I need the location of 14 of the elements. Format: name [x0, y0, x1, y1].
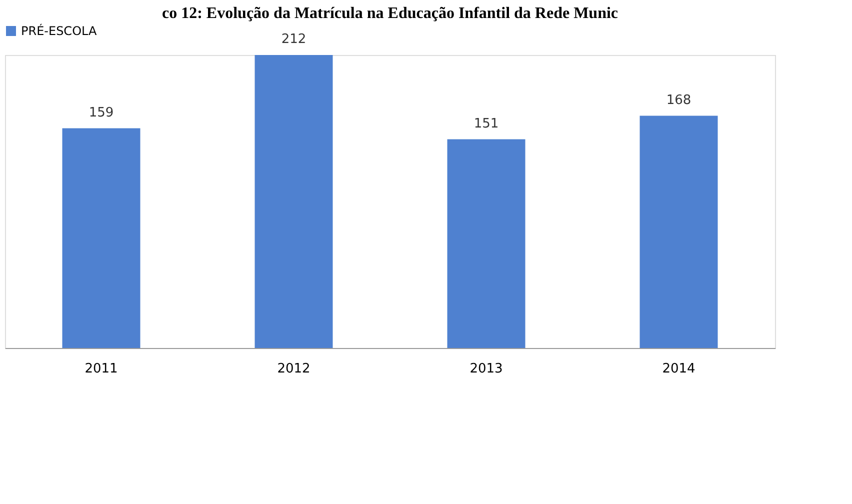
x-tick-label: 2013 — [470, 362, 503, 376]
bar — [62, 128, 140, 348]
bar — [254, 55, 333, 348]
bar — [640, 116, 718, 348]
data-label: 212 — [281, 32, 306, 47]
x-tick-label: 2014 — [662, 362, 696, 376]
chart-title: co 12: Evolução da Matrícula na Educação Infantil da Rede Munic — [162, 5, 618, 22]
bar — [447, 139, 526, 348]
data-label: 151 — [474, 116, 499, 132]
data-label: 168 — [666, 92, 692, 108]
data-label: 159 — [88, 105, 114, 120]
x-tick-label: 2012 — [277, 362, 310, 376]
legend-label: PRÉ-ESCOLA — [21, 23, 98, 38]
x-tick-label: 2011 — [84, 362, 118, 376]
